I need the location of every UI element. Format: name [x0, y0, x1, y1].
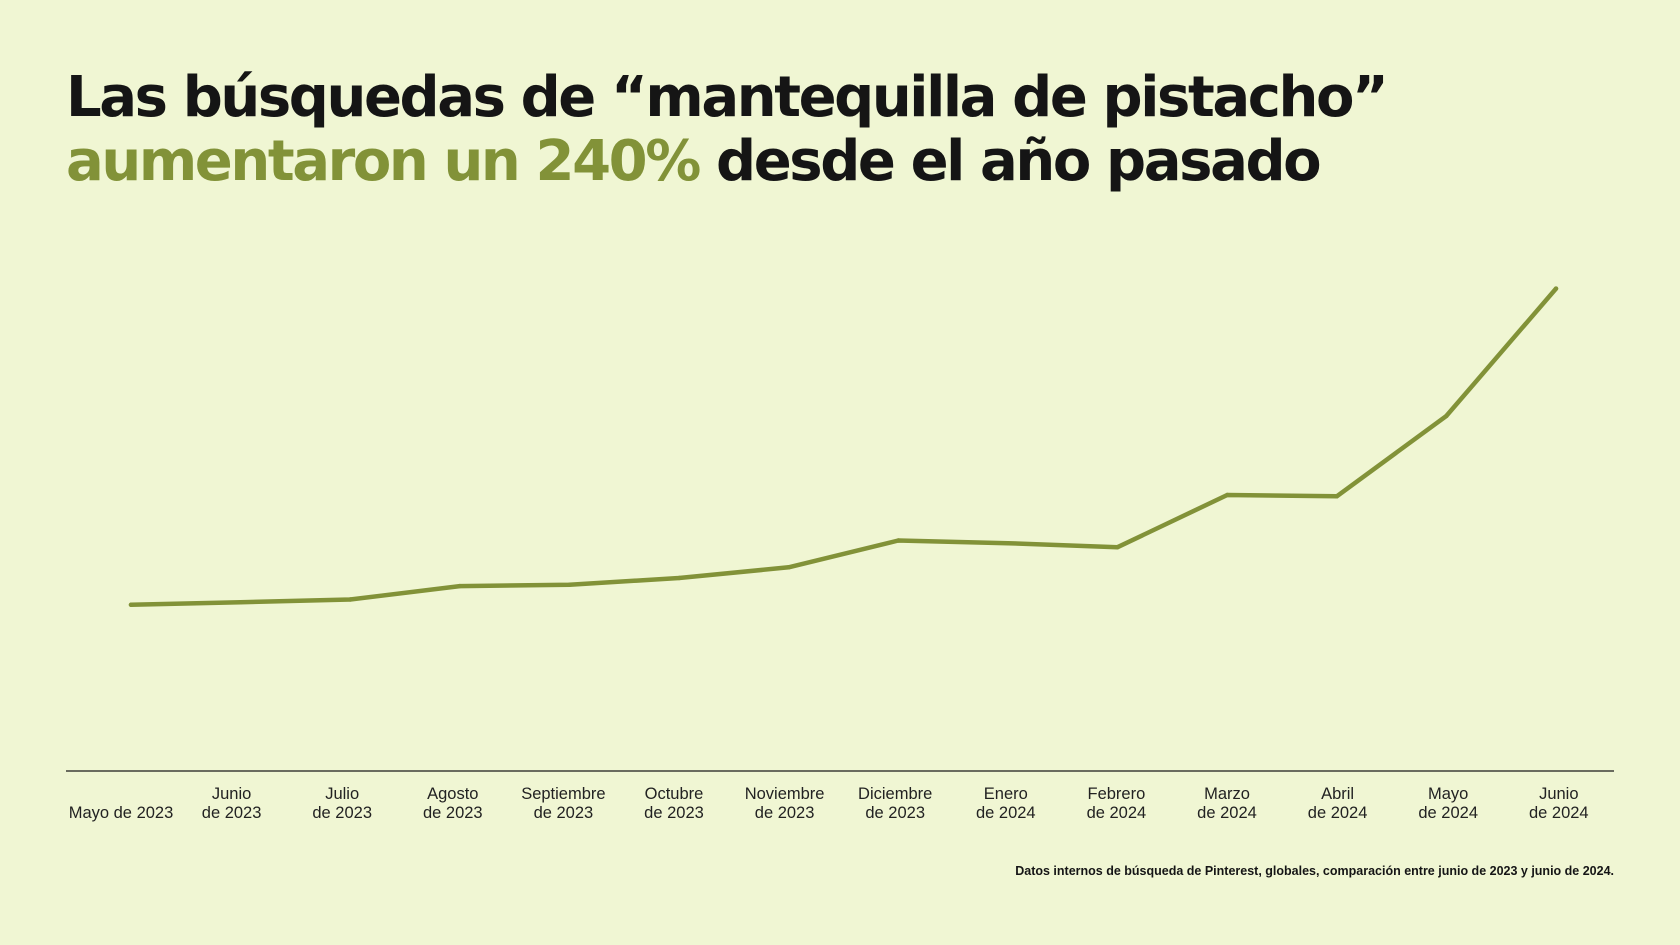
series-line-0: [128, 286, 1559, 608]
x-tick-label: Agosto de 2023: [423, 785, 483, 822]
x-tick-label: Noviembre de 2023: [745, 785, 825, 822]
x-tick-label: Abril de 2024: [1308, 785, 1368, 822]
data-point-11: [1334, 494, 1340, 499]
headline-line-2: aumentaron un 240% desde el año pasado: [66, 130, 1566, 194]
x-tick-label: Octubre de 2023: [644, 785, 704, 822]
headline-line-1: Las búsquedas de “mantequilla de pistach…: [66, 65, 1389, 130]
headline: Las búsquedas de “mantequilla de pistach…: [66, 66, 1566, 194]
data-point-7: [896, 538, 901, 543]
headline-rest: desde el año pasado: [698, 129, 1322, 194]
x-tick-label: Diciembre de 2023: [858, 785, 932, 822]
x-tick-label: Mayo de 2023: [69, 804, 174, 822]
x-tick-label: Septiembre de 2023: [521, 785, 605, 822]
data-point-9: [1115, 545, 1120, 550]
data-point-12: [1444, 413, 1449, 419]
data-point-8: [1005, 541, 1011, 546]
x-tick-label: Mayo de 2024: [1418, 785, 1478, 822]
x-tick-label: Febrero de 2024: [1087, 785, 1147, 822]
data-point-6: [786, 565, 791, 570]
data-point-3: [457, 583, 462, 589]
data-point-10: [1225, 492, 1230, 498]
data-point-1: [238, 600, 243, 605]
headline-highlight: aumentaron un 240%: [66, 129, 701, 194]
source-note: Datos internos de búsqueda de Pinterest,…: [1015, 864, 1614, 878]
x-tick-label: Marzo de 2024: [1197, 785, 1257, 822]
x-tick-label: Junio de 2024: [1529, 785, 1589, 822]
x-tick-label: Enero de 2024: [976, 785, 1036, 822]
data-point-0: [128, 602, 134, 607]
series-layer: [128, 286, 1559, 608]
x-tick-labels: Mayo de 2023 Junio de 2023 Julio de 2023 Agos…: [69, 785, 1589, 822]
x-tick-label: Julio de 2023: [312, 785, 372, 822]
data-point-2: [348, 597, 353, 602]
data-point-13: [1553, 286, 1559, 291]
data-point-5: [676, 575, 682, 581]
x-tick-label: Junio de 2023: [202, 785, 262, 822]
data-point-4: [567, 582, 572, 587]
